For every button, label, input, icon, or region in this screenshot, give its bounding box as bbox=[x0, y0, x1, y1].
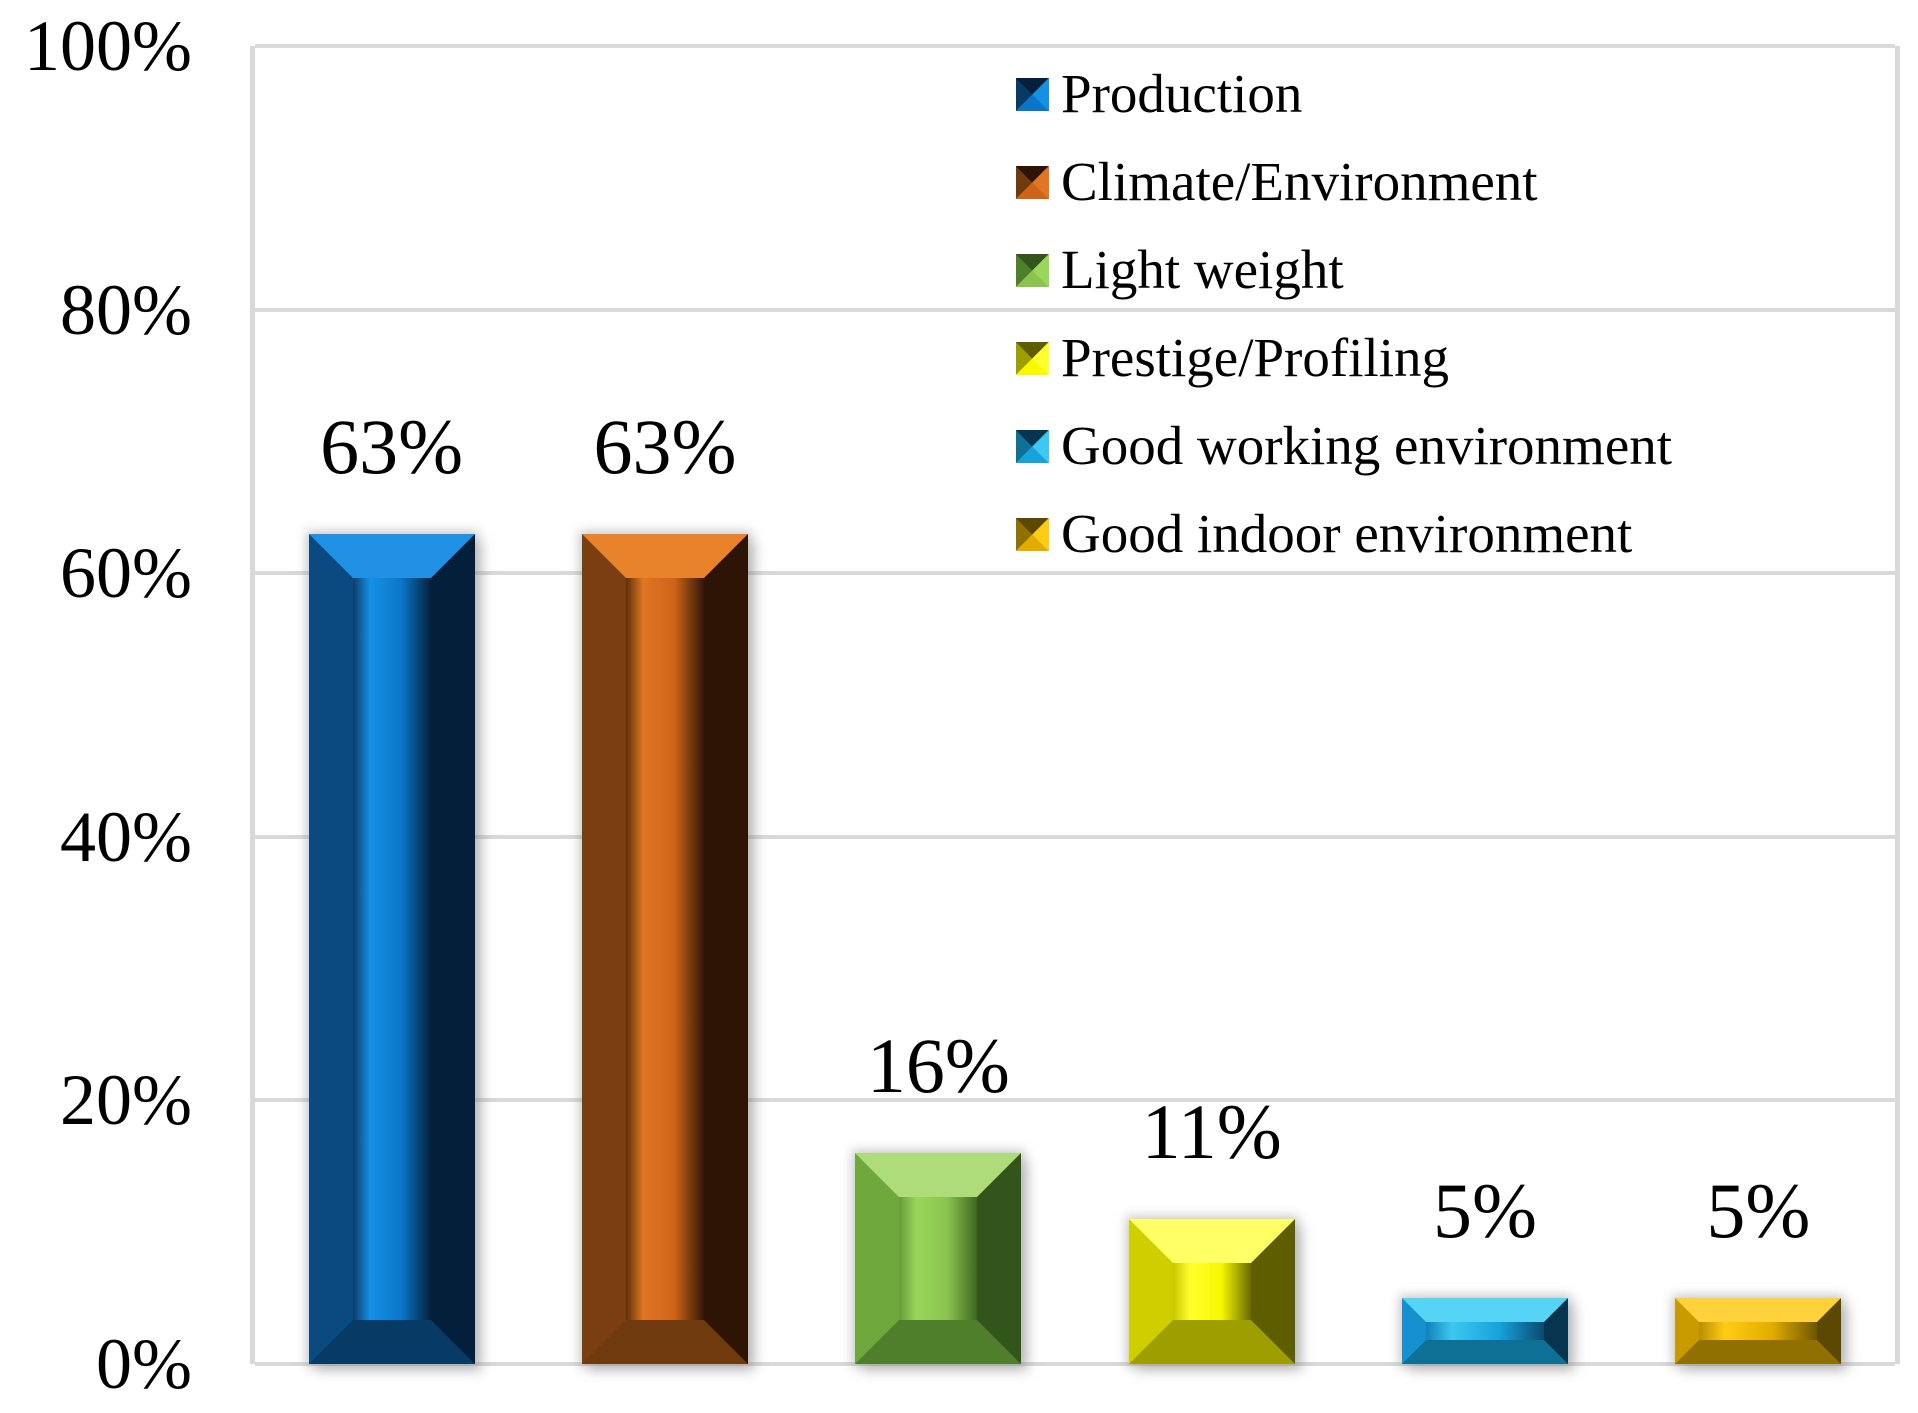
bar-climate-environment bbox=[581, 534, 748, 1364]
bar-value-label: 63% bbox=[593, 403, 737, 490]
gridline-80% bbox=[255, 307, 1895, 312]
legend-item-production: Production bbox=[1016, 50, 1672, 138]
bar-slot-1: 63% bbox=[255, 46, 528, 1364]
legend-item-light-weight: Light weight bbox=[1016, 226, 1672, 314]
bar-value-label: 5% bbox=[1432, 1167, 1537, 1254]
legend-label: Good indoor environment bbox=[1061, 503, 1633, 564]
legend-label: Good working environment bbox=[1061, 415, 1673, 476]
bar-value-label: 63% bbox=[320, 403, 464, 490]
gridline-40% bbox=[255, 834, 1895, 839]
bar-value-label: 5% bbox=[1706, 1167, 1811, 1254]
legend-swatch-icon bbox=[1016, 165, 1049, 199]
legend-swatch-icon bbox=[1016, 77, 1049, 111]
legend-item-good-working-environment: Good working environment bbox=[1016, 402, 1672, 490]
legend-item-prestige-profiling: Prestige/Profiling bbox=[1016, 314, 1672, 402]
legend-swatch-icon bbox=[1016, 429, 1049, 463]
bar-value-label: 16% bbox=[866, 1022, 1010, 1109]
bar-slot-2: 63% bbox=[528, 46, 801, 1364]
gridline-60% bbox=[255, 571, 1895, 576]
y-tick-label: 20% bbox=[60, 1060, 192, 1141]
legend-label: Prestige/Profiling bbox=[1061, 327, 1450, 388]
legend-swatch-icon bbox=[1016, 517, 1049, 551]
legend-item-good-indoor-environment: Good indoor environment bbox=[1016, 490, 1672, 578]
bar-slot-6: 5% bbox=[1622, 46, 1895, 1364]
legend-label: Production bbox=[1061, 63, 1303, 124]
gridline-20% bbox=[255, 1098, 1895, 1103]
legend: Production Climate/Environment Light weigh… bbox=[1016, 50, 1672, 578]
legend-label: Climate/Environment bbox=[1061, 151, 1538, 212]
y-tick-label: 80% bbox=[60, 269, 192, 350]
y-tick-label: 60% bbox=[60, 533, 192, 614]
legend-item-climate-environment: Climate/Environment bbox=[1016, 138, 1672, 226]
bar-slot-3: 16% bbox=[802, 46, 1075, 1364]
bar-prestige-profiling bbox=[1128, 1219, 1295, 1364]
gridline-0% bbox=[255, 1362, 1895, 1366]
bar-slot-5: 5% bbox=[1348, 46, 1621, 1364]
bar-light-weight bbox=[855, 1153, 1022, 1364]
bar-good-indoor-environment bbox=[1675, 1298, 1842, 1364]
legend-swatch-icon bbox=[1016, 253, 1049, 287]
legend-label: Light weight bbox=[1061, 239, 1344, 300]
bar-slot-4: 11% bbox=[1075, 46, 1348, 1364]
legend-swatch-icon bbox=[1016, 341, 1049, 375]
bar-value-label: 11% bbox=[1141, 1088, 1282, 1175]
gridline-100% bbox=[255, 44, 1895, 48]
y-tick-label: 40% bbox=[60, 796, 192, 877]
plot-area: 63% 63% 16% 11% 5% 5% bbox=[250, 44, 1900, 1366]
bar-production bbox=[308, 534, 475, 1364]
y-tick-label: 0% bbox=[96, 1324, 192, 1404]
y-tick-label: 100% bbox=[24, 6, 192, 86]
bar-good-working-environment bbox=[1401, 1298, 1568, 1364]
